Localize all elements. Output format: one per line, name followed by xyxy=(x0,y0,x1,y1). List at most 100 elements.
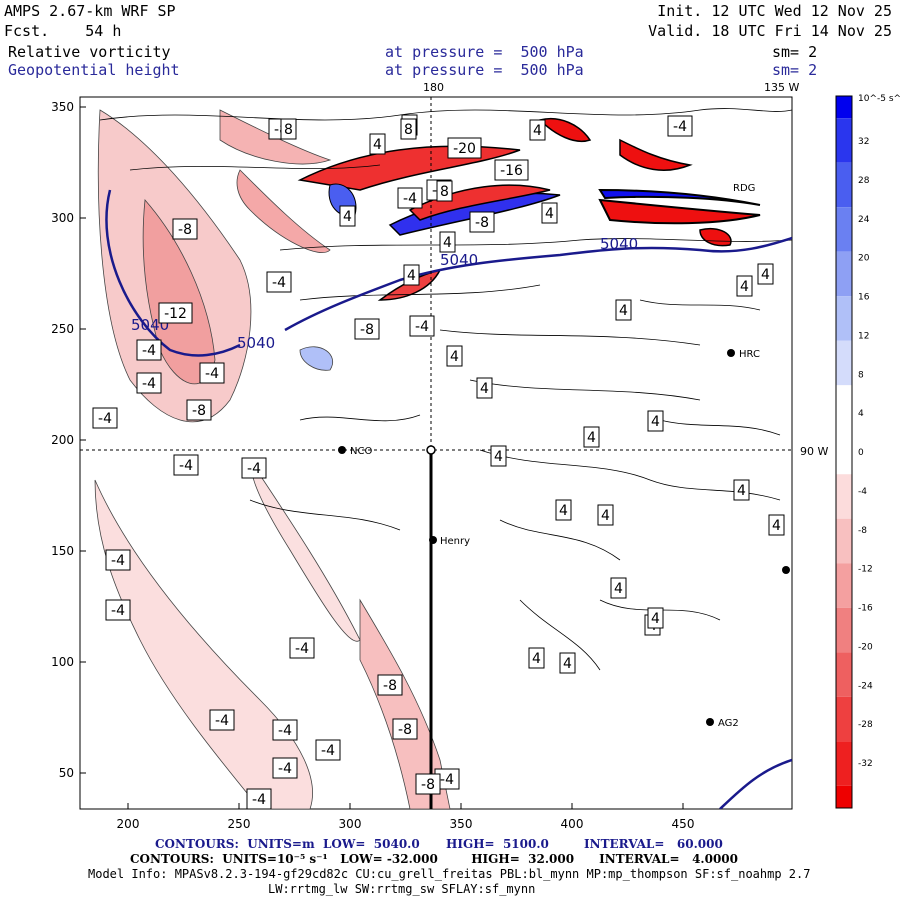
vort-label-text: 4 xyxy=(772,518,781,534)
vort-neg-region xyxy=(142,199,216,385)
vort-label-box xyxy=(528,647,545,669)
vort-label: 8 xyxy=(400,118,417,140)
vort-contour xyxy=(249,499,401,531)
vort-label-box xyxy=(409,315,435,337)
vort-label-box xyxy=(339,205,356,227)
vort-contour xyxy=(279,238,792,251)
vort-label-group: -4-8-12-4-8-4-4 -4-4-4-4-4-4-4-8-4-4-4-8-… xyxy=(92,114,785,810)
station-dot[interactable] xyxy=(429,536,437,544)
x-tick-label: 250 xyxy=(228,817,251,831)
colorbar-swatch xyxy=(836,563,852,608)
station-label: HRC xyxy=(739,349,760,360)
footer-height-interval: INTERVAL= 60.000 xyxy=(584,837,723,851)
colorbar-swatch xyxy=(836,518,852,564)
station-dot[interactable] xyxy=(706,718,714,726)
vort-band xyxy=(299,346,333,371)
vort-label: 4 xyxy=(490,445,507,467)
vort-label: -4 xyxy=(272,757,298,779)
vort-label-text: -4 xyxy=(247,461,261,477)
vort-label-text: 4 xyxy=(443,235,452,251)
y-axis: 350 300 250 200 150 100 50 xyxy=(51,100,86,780)
vort-label-box xyxy=(597,504,614,526)
vort-label-text: 4 xyxy=(761,267,770,283)
x-tick-label: 200 xyxy=(117,817,140,831)
smoothing1-label: sm= 2 xyxy=(772,43,818,61)
smoothing2-label: sm= 2 xyxy=(772,61,818,79)
vort-label: -4 xyxy=(241,457,267,479)
vort-label: 4 xyxy=(369,133,386,155)
colorbar-swatch xyxy=(836,385,852,430)
vort-label: -4 xyxy=(246,788,272,810)
vort-contour xyxy=(439,329,701,346)
vort-label-text: 4 xyxy=(533,123,542,139)
colorbar-tick-label: 16 xyxy=(858,293,870,303)
vort-label-box xyxy=(105,549,131,571)
station-label: Henry xyxy=(440,536,470,547)
vort-label: 4 xyxy=(768,514,785,536)
vort-label-box xyxy=(354,318,380,340)
vort-label-box xyxy=(400,118,417,140)
vort-label-box xyxy=(446,345,463,367)
station-dot[interactable] xyxy=(338,446,346,454)
field2-name: Geopotential height xyxy=(8,61,180,79)
vort-label-box xyxy=(555,499,572,521)
vort-label-text: -8 xyxy=(398,722,412,738)
vort-contour xyxy=(469,379,701,401)
vort-band xyxy=(538,118,592,142)
vort-label-text: 4 xyxy=(480,381,489,397)
vort-neg-region xyxy=(236,169,331,253)
vort-label: -4 xyxy=(105,549,131,571)
vort-label-box xyxy=(559,652,576,674)
vort-label-text: 4 xyxy=(343,209,352,225)
vort-label: 8 xyxy=(436,180,453,202)
vort-label: -4 xyxy=(289,637,315,659)
vort-label-box xyxy=(615,299,632,321)
vort-label: -4 xyxy=(92,407,118,429)
vort-label: -4 xyxy=(434,768,460,790)
vort-label: 4 xyxy=(476,377,493,399)
station-dot[interactable] xyxy=(782,566,790,574)
vort-label-text: -8 xyxy=(192,403,206,419)
colorbar-unit: 10^-5 s^-1 xyxy=(858,94,900,104)
vort-label-text: 4 xyxy=(619,303,628,319)
colorbar-tick-label: 24 xyxy=(858,215,870,225)
vort-label: -8 xyxy=(392,718,418,740)
colorbar-tick-label: -8 xyxy=(858,526,867,536)
vort-label-box xyxy=(289,637,315,659)
colorbar-tick-label: 4 xyxy=(858,409,864,419)
vort-label: -4 xyxy=(667,115,693,137)
vort-label-box xyxy=(647,607,664,629)
station-dot[interactable] xyxy=(727,349,735,357)
station-label: NCO xyxy=(350,446,372,457)
vort-label-text: 4 xyxy=(545,206,554,222)
vort-label: 4 xyxy=(647,607,664,629)
vort-label: -4 xyxy=(409,315,435,337)
y-tick-label: 50 xyxy=(59,766,74,780)
station-dot[interactable] xyxy=(426,445,436,455)
vort-contour xyxy=(639,299,761,311)
colorbar-swatch xyxy=(836,296,852,341)
vort-label-box xyxy=(246,788,272,810)
colorbar-frame xyxy=(835,95,853,809)
colorbar-swatch xyxy=(836,474,852,519)
vort-label-box xyxy=(158,302,193,324)
lon-135-label: 135 W xyxy=(764,81,799,94)
vort-neg-region xyxy=(94,479,313,809)
vort-label: -16 xyxy=(494,159,529,181)
vort-label: 4 xyxy=(555,499,572,521)
colorbar-tick-label: 20 xyxy=(858,254,870,264)
vort-label-text: -12 xyxy=(164,306,187,322)
colorbar-tick-label: -12 xyxy=(858,565,873,575)
x-tick-label: 450 xyxy=(672,817,695,831)
vort-band xyxy=(598,198,761,225)
vort-label-box xyxy=(272,719,298,741)
vort-label-text: -20 xyxy=(453,141,476,157)
vort-label-text: 8 xyxy=(284,122,293,138)
vort-label: -8 xyxy=(469,211,495,233)
vorticity-field xyxy=(80,97,792,809)
vort-label: -4 xyxy=(209,709,235,731)
vort-label-box xyxy=(377,674,403,696)
vort-label: 4 xyxy=(610,577,627,599)
colorbar: 32 28 24 20 16 12 8 4 0 -4 -8 -12 -16 -20 -24 -28 -32 xyxy=(835,95,873,809)
